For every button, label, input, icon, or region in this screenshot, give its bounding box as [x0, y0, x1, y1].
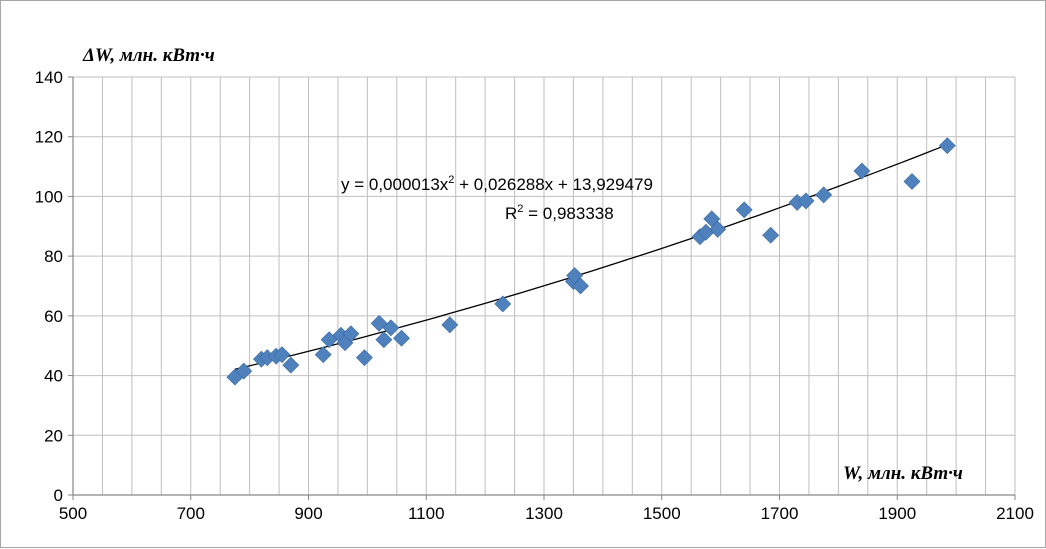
y-tick-labels: 0 20 40 60 80 100 120 140: [35, 68, 63, 505]
trendline: [234, 144, 948, 370]
data-point: [853, 162, 871, 180]
data-point: [235, 362, 253, 380]
x-tick-label: 900: [294, 504, 322, 523]
data-point: [815, 186, 833, 204]
y-tick-label: 120: [35, 128, 63, 147]
r2-value: = 0,983338: [523, 204, 613, 223]
y-tick-label: 140: [35, 68, 63, 87]
data-point: [314, 346, 332, 364]
y-tick-label: 40: [44, 367, 63, 386]
r2-exponent: 2: [517, 203, 523, 215]
data-point: [356, 349, 373, 367]
equation-part-1: y = 0,000013x: [341, 175, 449, 194]
gridlines: [72, 76, 1016, 496]
y-tick-label: 0: [54, 486, 63, 505]
x-tick-label: 1300: [525, 504, 563, 523]
data-point: [282, 356, 300, 374]
data-point: [572, 277, 589, 295]
trend-equation: y = 0,000013x2 + 0,026288x + 13,929479: [341, 174, 653, 194]
data-point: [375, 331, 393, 349]
data-point: [393, 329, 410, 347]
x-axis-title: W, млн. кВт·ч: [843, 463, 963, 484]
data-point: [762, 226, 780, 244]
y-tick-label: 100: [35, 187, 63, 206]
x-tick-label: 1100: [408, 504, 445, 523]
r-squared: R2 = 0,983338: [505, 203, 614, 223]
data-point: [494, 295, 512, 313]
x-tick-label: 1700: [761, 504, 799, 523]
equation-part-2: + 0,026288x + 13,929479: [454, 175, 653, 194]
data-point: [273, 346, 291, 364]
y-axis-title: ΔW, млн. кВт·ч: [82, 45, 215, 66]
data-point: [735, 201, 753, 219]
equation-exponent: 2: [448, 174, 454, 186]
data-point: [797, 192, 815, 210]
data-points: [226, 137, 956, 386]
y-tick-label: 20: [44, 426, 63, 445]
x-tick-label: 500: [59, 504, 87, 523]
x-tick-label: 700: [177, 504, 205, 523]
r2-letter: R: [505, 204, 517, 223]
x-tick-label: 1900: [878, 504, 916, 523]
axes: [68, 76, 1016, 500]
y-tick-label: 60: [44, 307, 63, 326]
data-point: [441, 316, 459, 334]
data-point: [342, 325, 360, 343]
data-point: [903, 173, 921, 190]
x-tick-label: 1500: [643, 504, 681, 523]
data-point: [709, 220, 727, 238]
data-point: [382, 319, 400, 337]
y-tick-label: 80: [44, 247, 63, 266]
x-tick-label: 2100: [996, 504, 1034, 523]
x-tick-labels: 500 700 900 1100 1300 1500 1700 1900 2100: [59, 504, 1034, 523]
data-point: [938, 137, 956, 155]
